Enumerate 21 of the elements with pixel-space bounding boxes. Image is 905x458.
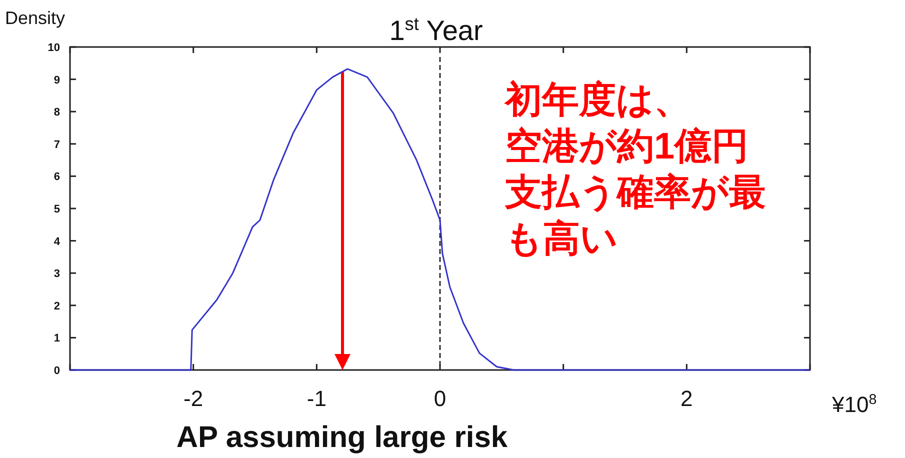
line-series xyxy=(69,68,811,371)
y-tick-label: 7 xyxy=(54,138,60,151)
y-tick-label: 0 xyxy=(54,365,60,377)
x-tick-label: 0 xyxy=(434,386,446,411)
x-tick-label: -1 xyxy=(306,386,326,411)
x-tick-label: 2 xyxy=(680,386,693,411)
y-tick-label: 4 xyxy=(54,236,61,248)
chart-title: 1$^{st}$ Year xyxy=(389,14,483,46)
y-tick-label: 9 xyxy=(54,74,60,86)
text: ¥10$^{8}$ xyxy=(831,392,877,417)
x-axis-title: AP assuming large risk xyxy=(176,421,508,454)
y-tick-label: 2 xyxy=(54,300,60,312)
y-axis-title: Density xyxy=(5,8,66,28)
y-tick-label: 1 xyxy=(54,332,60,345)
y-tick-label: 6 xyxy=(54,171,60,184)
y-tick-label: 10 xyxy=(48,42,60,54)
y-tick-label: 8 xyxy=(54,106,60,119)
annotation: 初年度は、空港が約1億円支払う確率が最も高い xyxy=(504,79,766,259)
y-tick-label: 3 xyxy=(54,268,60,280)
y-tick-label: 5 xyxy=(54,204,60,216)
x-tick-label: -2 xyxy=(184,386,204,411)
